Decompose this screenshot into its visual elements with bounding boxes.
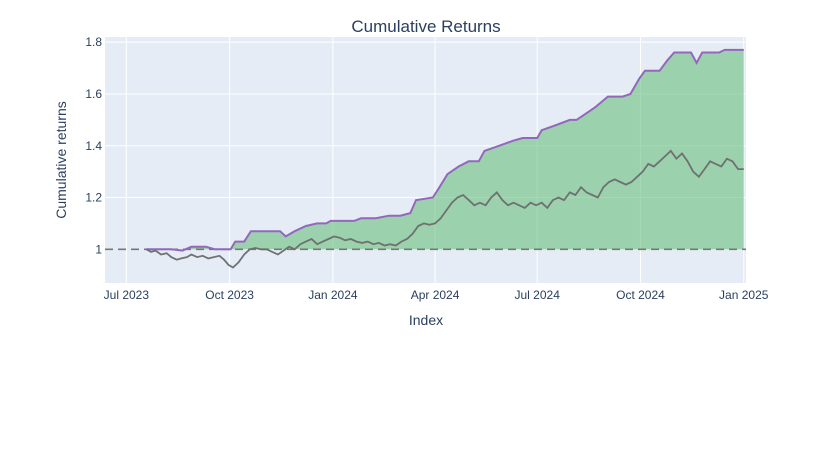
y-tick-label: 1.2 <box>85 191 102 205</box>
y-tick-label: 1.8 <box>85 35 102 49</box>
x-tick-label: Jan 2024 <box>308 288 358 302</box>
y-axis-title: Cumulative returns <box>53 101 69 219</box>
upper-envelope-line <box>146 48 744 252</box>
x-tick-label: Jul 2023 <box>104 288 150 302</box>
x-tick-label: Oct 2024 <box>616 288 665 302</box>
x-tick-label: Jul 2024 <box>515 288 561 302</box>
x-axis-tick-labels: Jul 2023 Oct 2023 Jan 2024 Apr 2024 Jul 2024… <box>104 288 769 302</box>
y-tick-label: 1.4 <box>85 139 102 153</box>
x-tick-label: Oct 2023 <box>205 288 254 302</box>
excess-area-fill <box>146 49 744 251</box>
chart-title: Cumulative Returns <box>351 17 500 36</box>
x-tick-label: Jan 2025 <box>719 288 769 302</box>
cumulative-returns-line <box>146 149 744 269</box>
y-tick-label: 1 <box>95 242 102 256</box>
y-tick-label: 1.6 <box>85 87 102 101</box>
x-tick-label: Apr 2024 <box>411 288 460 302</box>
y-axis-tick-labels: 1 1.2 1.4 1.6 1.8 <box>85 35 102 256</box>
x-axis-title: Index <box>409 312 443 328</box>
